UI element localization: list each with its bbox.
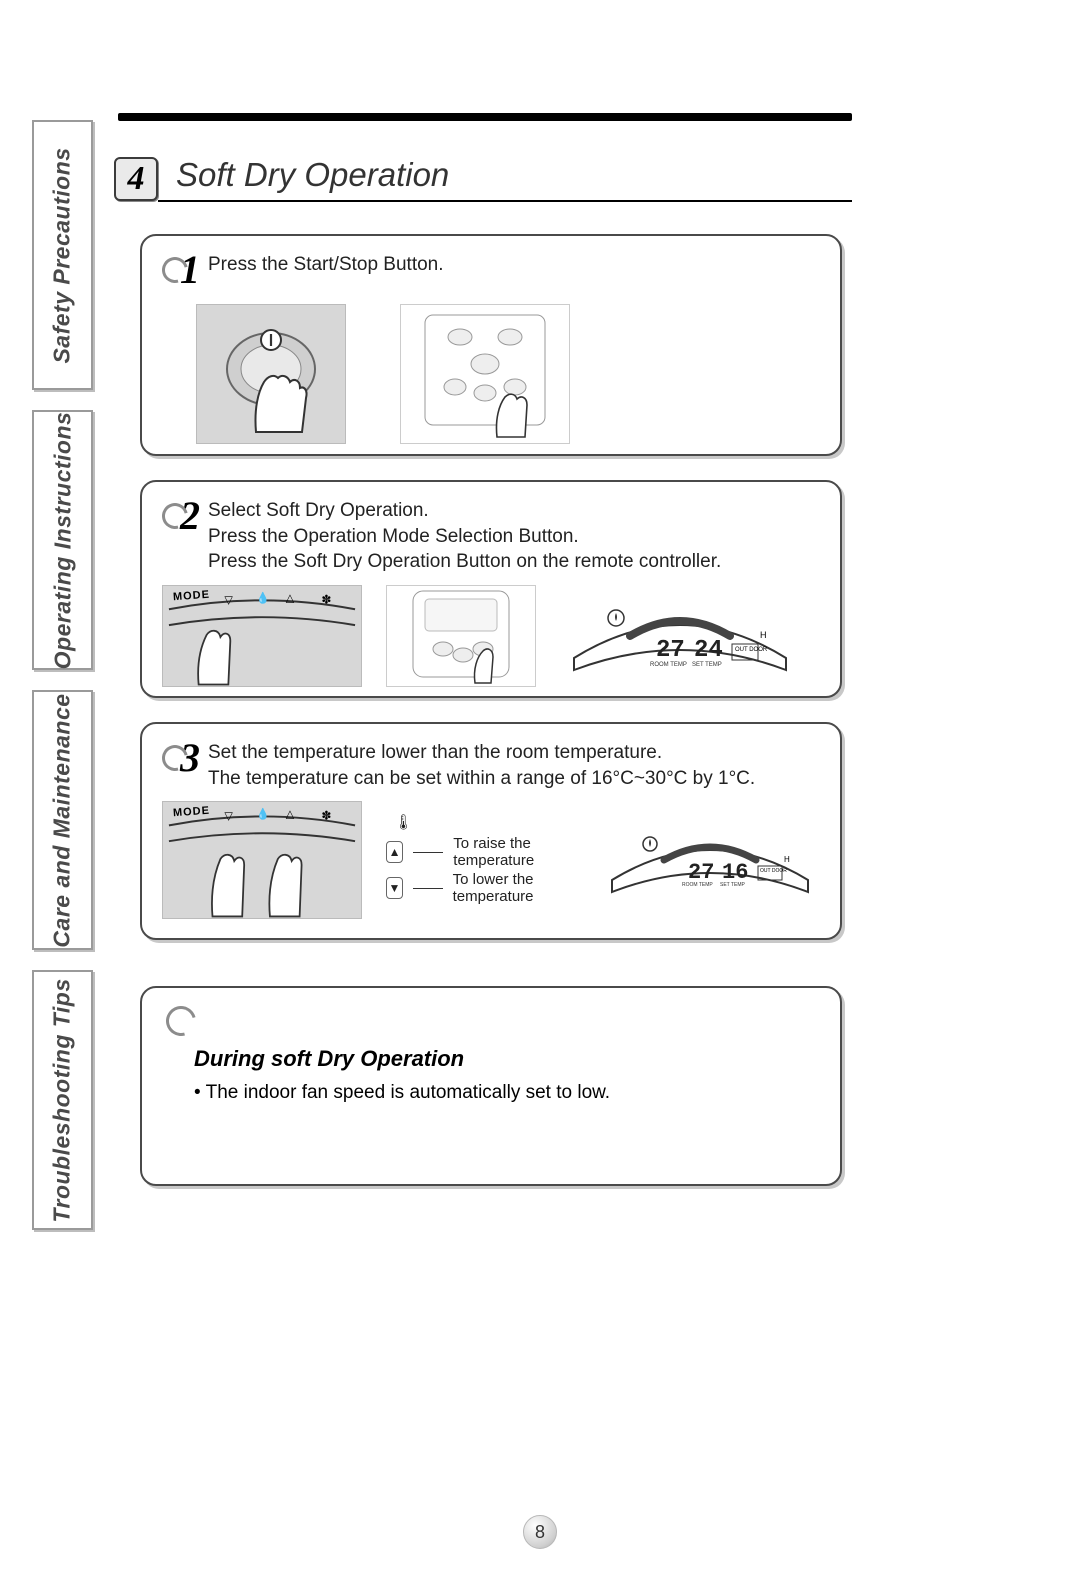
step-3-line2: The temperature can be set within a rang… [208, 766, 755, 792]
svg-text:OUT DOOR: OUT DOOR [760, 868, 787, 874]
step-3-card: 3 Set the temperature lower than the roo… [140, 722, 842, 940]
callout-line [413, 852, 443, 853]
svg-text:△: △ [286, 592, 295, 604]
swirl-icon [161, 1001, 202, 1042]
figure-remote-mode [386, 585, 536, 687]
step-2-line2: Press the Operation Mode Selection Butto… [208, 524, 721, 550]
callout-line [413, 888, 443, 889]
top-rule [118, 113, 852, 121]
svg-text:△: △ [286, 809, 295, 821]
mode-label: MODE [173, 589, 211, 604]
step-2-line1: Select Soft Dry Operation. [208, 498, 721, 524]
step-1-card: 1 Press the Start/Stop Button. [140, 234, 842, 456]
figure-lcd-display-2: 27 16 ROOM TEMP SET TEMP OUT DOOR H [600, 812, 820, 908]
svg-text:💧: 💧 [256, 808, 270, 821]
svg-text:✽: ✽ [321, 809, 331, 823]
figure-lcd-display: 27 24 ROOM TEMP SET TEMP OUT DOOR H [560, 585, 800, 687]
section-heading: 4 Soft Dry Operation [114, 156, 852, 202]
step-3-text: Set the temperature lower than the room … [208, 740, 755, 791]
lcd-room-temp: 27 [656, 637, 685, 664]
tab-label: Care and Maintenance [49, 693, 76, 947]
side-tabs: Troubleshooting Tips Care and Maintenanc… [32, 80, 93, 1230]
step-2-line3: Press the Soft Dry Operation Button on t… [208, 549, 721, 575]
tab-operating-instructions[interactable]: Operating Instructions [32, 410, 93, 670]
tab-safety-precautions[interactable]: Safety Precautions [32, 120, 93, 390]
svg-text:H: H [784, 855, 790, 864]
info-title: During soft Dry Operation [194, 1046, 816, 1072]
step-1-marker: 1 [162, 250, 200, 290]
section-title: Soft Dry Operation [158, 156, 852, 202]
figure-mode-dial: MODE ▽ 💧 △ ✽ [162, 585, 362, 687]
lcd-set-label: SET TEMP [692, 662, 722, 668]
figure-remote-power [400, 304, 570, 444]
section-number-badge: 4 [114, 157, 158, 201]
step-2-text: Select Soft Dry Operation. Press the Ope… [208, 498, 721, 575]
lower-temp-label: To lower the temperature [453, 871, 576, 905]
svg-text:ROOM TEMP: ROOM TEMP [682, 882, 713, 888]
temp-down-icon: ▼ [386, 877, 403, 899]
step-2-marker: 2 [162, 496, 200, 536]
tab-troubleshooting-tips[interactable]: Troubleshooting Tips [32, 970, 93, 1230]
manual-page: Troubleshooting Tips Care and Maintenanc… [0, 0, 1080, 1583]
page-number: 8 [523, 1515, 557, 1549]
lcd-set-temp: 24 [694, 637, 723, 664]
svg-text:💧: 💧 [256, 591, 270, 604]
temp-up-icon: ▲ [386, 841, 403, 863]
tab-label: Operating Instructions [49, 411, 76, 669]
step-3-line1: Set the temperature lower than the room … [208, 740, 755, 766]
step-1-text: Press the Start/Stop Button. [208, 252, 444, 278]
lcd-h-label: H [760, 630, 767, 640]
svg-text:✽: ✽ [321, 592, 331, 606]
lcd-outdoor-label: OUT DOOR [735, 647, 768, 653]
info-bullet: • The indoor fan speed is automatically … [194, 1082, 816, 1104]
raise-temp-label: To raise the temperature [453, 835, 576, 869]
page-number-value: 8 [535, 1522, 545, 1543]
figure-hand-power-button [196, 304, 346, 444]
step-2-card: 2 Select Soft Dry Operation. Press the O… [140, 480, 842, 698]
svg-text:SET TEMP: SET TEMP [720, 882, 745, 888]
tab-label: Safety Precautions [49, 147, 76, 363]
svg-text:▽: ▽ [224, 594, 233, 606]
figure-mode-dial-two-hands: MODE ▽ 💧 △ ✽ [162, 801, 362, 919]
svg-text:▽: ▽ [224, 811, 233, 823]
lcd-room-label: ROOM TEMP [650, 662, 687, 668]
tab-label: Troubleshooting Tips [49, 978, 76, 1222]
figure-temp-up-down-callout: 🌡 ▲ To raise the temperature ▼ To lower … [386, 813, 576, 907]
info-card: During soft Dry Operation • The indoor f… [140, 986, 842, 1186]
step-3-marker: 3 [162, 738, 200, 778]
section-number: 4 [128, 160, 145, 198]
tab-care-maintenance[interactable]: Care and Maintenance [32, 690, 93, 950]
